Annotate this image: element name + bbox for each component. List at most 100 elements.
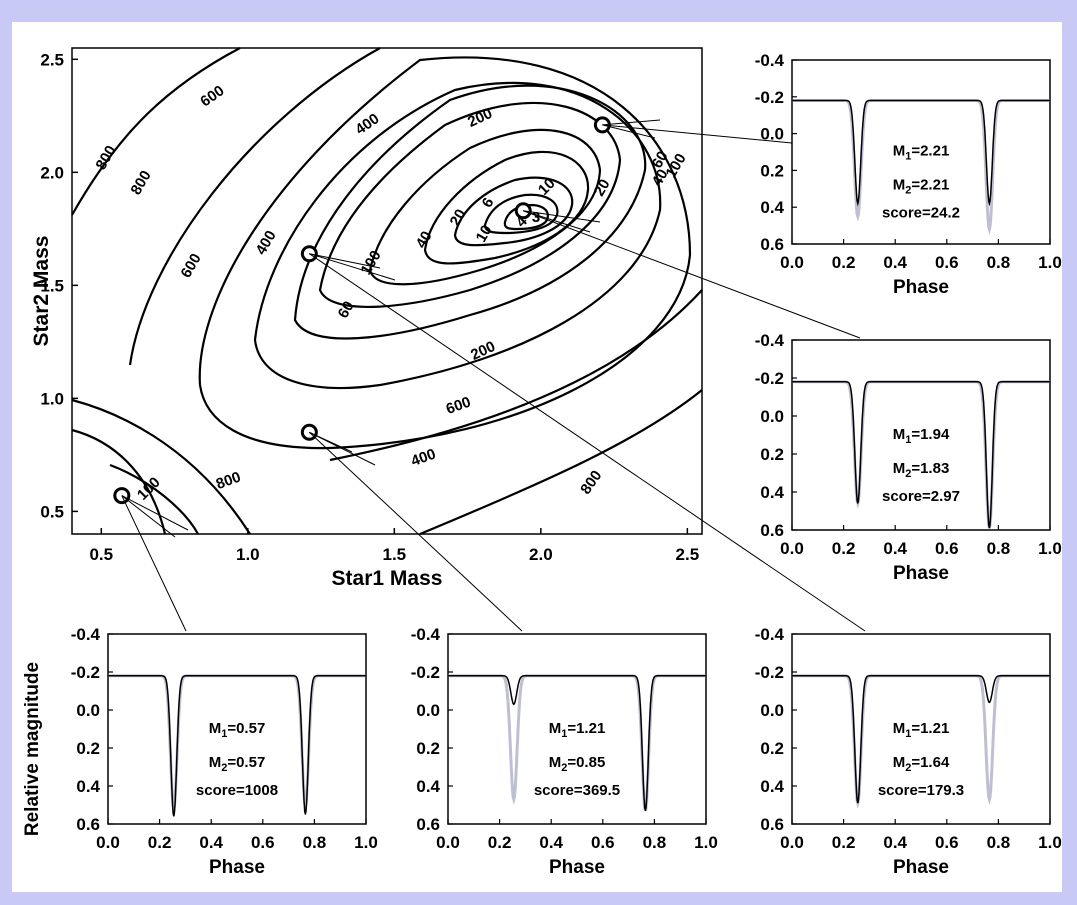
mass1-annotation: M1=1.21: [893, 720, 950, 740]
contour-x-tick-label: 2.0: [529, 545, 553, 564]
phase-tick-label: 0.0: [780, 833, 804, 852]
magnitude-tick-label: 0.0: [760, 407, 784, 426]
mass1-annotation: M1=0.57: [209, 720, 266, 740]
magnitude-tick-label: 0.6: [76, 815, 100, 834]
contour-line-800-upper: [71, 47, 241, 216]
phase-axis-label: Phase: [893, 563, 949, 584]
light-curve-panel-p121a: 0.0 0.2 0.4 0.6 0.8 1.0 -0.4 -0.2 0.0 0.2 0.4 0.6 M1…: [411, 625, 718, 878]
relative-magnitude-label: Relative magnitude: [22, 662, 43, 836]
model-light-curve: [792, 99, 1050, 207]
phase-tick-label: 1.0: [354, 833, 378, 852]
magnitude-tick-label: 0.6: [760, 235, 784, 254]
phase-tick-label: 0.4: [539, 833, 563, 852]
magnitude-tick-label: 0.6: [760, 815, 784, 834]
light-curve-panel-p194: 0.0 0.2 0.4 0.6 0.8 1.0 -0.4 -0.2 0.0 0.2 0.4 0.6 M1…: [755, 331, 1062, 584]
phase-tick-label: 1.0: [1038, 539, 1062, 558]
connector-arrow: [523, 210, 591, 233]
phase-tick-label: 1.0: [1038, 833, 1062, 852]
magnitude-tick-label: 0.4: [760, 483, 784, 502]
connector-arrow: [121, 495, 176, 538]
contour-line-40: [368, 128, 602, 286]
phase-tick-label: 0.2: [832, 539, 856, 558]
magnitude-tick-label: 0.2: [416, 739, 440, 758]
phase-tick-label: 0.2: [832, 253, 856, 272]
magnitude-tick-label: -0.4: [755, 331, 785, 350]
score-annotation: score=1008: [196, 782, 278, 799]
mass2-annotation: M2=2.21: [893, 177, 950, 197]
magnitude-tick-label: -0.4: [755, 51, 785, 70]
contour-line-6: [483, 193, 559, 235]
contour-level-label: 400: [352, 110, 382, 138]
contour-line-10: [453, 176, 574, 247]
score-annotation: score=179.3: [878, 782, 964, 799]
model-light-curve: [792, 381, 1050, 529]
contour-level-label: 400: [252, 228, 279, 258]
mass1-annotation: M1=2.21: [893, 143, 950, 163]
connector-line: [523, 210, 861, 339]
phase-tick-label: 0.6: [251, 833, 275, 852]
contour-x-tick-label: 1.0: [236, 545, 260, 564]
connector-arrow: [602, 119, 661, 126]
light-curve-frame: [791, 339, 1051, 531]
phase-tick-label: 0.6: [935, 253, 959, 272]
phase-tick-label: 0.0: [780, 253, 804, 272]
contour-level-label: 60: [649, 148, 672, 171]
magnitude-tick-label: -0.4: [411, 625, 441, 644]
magnitude-tick-label: 0.2: [760, 445, 784, 464]
magnitude-tick-label: 0.0: [760, 125, 784, 144]
phase-axis-label: Phase: [549, 857, 605, 878]
contour-line-600-upper: [128, 47, 381, 366]
magnitude-tick-label: 0.2: [760, 161, 784, 180]
phase-tick-label: 0.4: [883, 833, 907, 852]
mass2-annotation: M2=1.83: [893, 460, 950, 480]
phase-tick-label: 0.8: [303, 833, 327, 852]
magnitude-tick-label: -0.2: [411, 663, 440, 682]
contour-lines: [71, 47, 703, 536]
score-annotation: score=369.5: [534, 782, 620, 799]
magnitude-tick-label: 0.0: [760, 701, 784, 720]
connector-arrow: [602, 124, 656, 139]
contour-level-label: 600: [197, 82, 227, 110]
mass1-annotation: M1=1.94: [893, 426, 950, 446]
phase-axis-label: Phase: [893, 277, 949, 298]
mass2-annotation: M2=1.64: [893, 754, 950, 774]
magnitude-tick-label: 0.4: [760, 198, 784, 217]
light-curve-panel-p057: 0.0 0.2 0.4 0.6 0.8 1.0 -0.4 -0.2 0.0 0.2 0.4 0.6 M1…: [22, 625, 378, 878]
magnitude-tick-label: 0.4: [760, 777, 784, 796]
magnitude-tick-label: 0.2: [760, 739, 784, 758]
phase-tick-label: 0.8: [987, 833, 1011, 852]
light-curve-panel-p121b: 0.0 0.2 0.4 0.6 0.8 1.0 -0.4 -0.2 0.0 0.2 0.4 0.6 M1…: [755, 625, 1062, 878]
contour-level-label: 40: [413, 228, 436, 251]
phase-tick-label: 0.6: [591, 833, 615, 852]
light-curve-frame: [791, 59, 1051, 245]
contour-y-tick-label: 2.5: [40, 50, 64, 69]
phase-tick-label: 0.4: [883, 253, 907, 272]
contour-level-label: 20: [591, 176, 614, 199]
connector-line: [309, 253, 866, 632]
magnitude-tick-label: -0.4: [71, 625, 101, 644]
contour-line-800-lower-right: [419, 389, 703, 536]
score-annotation: score=2.97: [882, 488, 960, 505]
phase-tick-label: 0.0: [96, 833, 120, 852]
contour-level-label: 40: [649, 166, 672, 189]
connector-lines: [121, 119, 866, 632]
magnitude-tick-label: -0.4: [755, 625, 785, 644]
contour-x-tick-label: 0.5: [89, 545, 113, 564]
mass1-annotation: M1=1.21: [549, 720, 606, 740]
contour-level-label: 100: [357, 248, 384, 278]
contour-line-60: [318, 102, 622, 308]
connector-line: [121, 495, 187, 632]
phase-tick-label: 0.2: [488, 833, 512, 852]
contour-line-100: [293, 84, 647, 340]
contour-y-label: Star2 Mass: [30, 236, 53, 347]
contour-level-label: 400: [409, 446, 438, 471]
contour-line-600-right: [329, 289, 703, 462]
light-curve-frame: [447, 633, 707, 825]
phase-tick-label: 0.4: [883, 539, 907, 558]
contour-y-tick-label: 1.0: [40, 389, 64, 408]
mass2-annotation: M2=0.85: [549, 754, 606, 774]
phase-tick-label: 0.8: [987, 253, 1011, 272]
